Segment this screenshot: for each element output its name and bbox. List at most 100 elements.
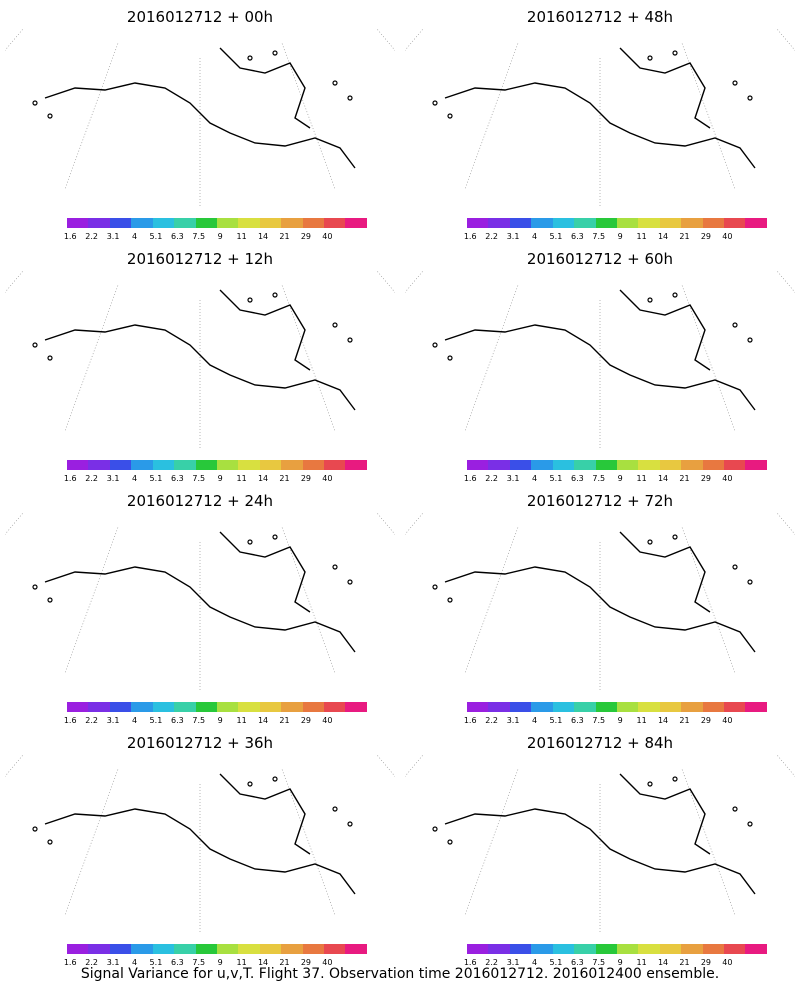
variance-contour <box>498 99 551 127</box>
variance-contour <box>191 287 319 372</box>
coastline <box>444 566 756 653</box>
colorbar-swatch <box>345 944 367 954</box>
colorbar-tick-label: 3.1 <box>106 958 120 967</box>
colorbar-swatch <box>281 944 303 954</box>
variance-contour <box>97 97 153 129</box>
island <box>732 322 738 328</box>
colorbar-tick-label: 29 <box>700 958 712 967</box>
variance-contour <box>117 593 133 602</box>
colorbar-swatch <box>638 944 660 954</box>
variance-contour <box>62 805 189 872</box>
island <box>432 342 438 348</box>
longitude-line <box>681 769 736 916</box>
variance-contour <box>454 76 597 150</box>
variance-contour <box>516 108 534 117</box>
colorbar-tick-label: 9 <box>617 232 623 241</box>
longitude-line <box>775 754 795 777</box>
variance-contour <box>75 305 315 425</box>
colorbar-tick-label: 3.1 <box>106 232 120 241</box>
coastline <box>444 324 756 411</box>
colorbar-swatch <box>88 460 110 470</box>
variance-contour <box>510 807 690 892</box>
colorbar-tick-label: 3.1 <box>506 716 520 725</box>
colorbar-swatch <box>702 218 725 228</box>
variance-contour <box>85 818 164 860</box>
colorbar-tick-label: 2.2 <box>85 474 99 483</box>
longitude-line <box>64 769 119 916</box>
colorbar-swatch <box>724 460 746 470</box>
variance-contour <box>644 802 666 816</box>
map-panel-24h: 2016012712 + 24h 1.6 2.2 3.1 4 5.1 6.3 7.5 9 11 1… <box>5 484 395 729</box>
coastline <box>619 773 711 855</box>
colorbar-tick-label: 21 <box>279 232 290 241</box>
variance-contour <box>429 548 620 647</box>
colorbar-swatch <box>702 702 725 712</box>
variance-contour <box>577 37 733 136</box>
colorbar-swatch <box>659 460 682 470</box>
variance-contour <box>433 307 618 403</box>
colorbar-tick-label: 1.6 <box>463 474 477 483</box>
colorbar-tick-label: 40 <box>322 716 333 725</box>
colorbar-swatch <box>88 702 110 712</box>
island <box>347 337 353 343</box>
longitude-line <box>375 512 395 535</box>
variance-contour <box>247 78 262 89</box>
colorbar-swatch <box>88 944 110 954</box>
colorbar-tick-label: 11 <box>636 232 647 241</box>
variance-contour <box>103 343 147 367</box>
longitude-line <box>464 285 519 432</box>
variance-field <box>421 512 769 690</box>
colorbar <box>67 218 367 228</box>
variance-contour <box>66 786 325 912</box>
variance-contour <box>450 53 742 193</box>
longitude-line <box>375 270 395 293</box>
variance-contour <box>571 108 636 139</box>
coastline <box>444 808 756 895</box>
colorbar-tick-label: 14 <box>257 716 269 725</box>
colorbar-tick-label: 11 <box>236 958 247 967</box>
colorbar-tick-label: 14 <box>657 474 669 483</box>
colorbar-swatch <box>109 944 132 954</box>
variance-contour <box>202 535 308 604</box>
map-plot <box>405 512 795 692</box>
variance-contour <box>96 339 155 371</box>
variance-contour <box>574 278 735 380</box>
coastline <box>44 566 356 653</box>
variance-contour <box>515 834 535 844</box>
island <box>732 564 738 570</box>
variance-contour <box>229 793 281 827</box>
colorbar-swatch <box>552 460 575 470</box>
colorbar-tick-label: 40 <box>722 232 733 241</box>
variance-contour <box>83 89 167 136</box>
variance-contour <box>158 585 246 628</box>
colorbar-swatch <box>659 218 682 228</box>
variance-contour <box>567 832 639 866</box>
colorbar-swatch <box>345 702 367 712</box>
colorbar-tick-label: 2.2 <box>85 232 99 241</box>
island <box>672 292 678 298</box>
variance-contour <box>126 571 273 643</box>
colorbar-swatch <box>174 218 196 228</box>
variance-contour <box>445 71 605 155</box>
panel-title: 2016012712 + 48h <box>526 8 674 26</box>
colorbar-tick-label: 11 <box>236 716 247 725</box>
variance-contour <box>426 788 624 890</box>
variance-contour <box>421 525 769 690</box>
variance-contour <box>498 317 700 413</box>
colorbar-tick-label: 5.1 <box>149 474 163 483</box>
colorbar-swatch <box>195 460 217 470</box>
map-panel-00h: 2016012712 + 00h 1.6 2.2 3.1 4 5.1 6.3 7.5 9 11 1… <box>5 0 395 245</box>
variance-contour <box>191 358 218 371</box>
colorbar-tick-label: 4 <box>131 716 138 725</box>
colorbar-tick-label: 14 <box>257 232 269 241</box>
coastline <box>619 531 711 613</box>
colorbar-tick-label: 2.2 <box>485 958 499 967</box>
variance-contour <box>645 76 664 88</box>
variance-contour <box>634 554 676 580</box>
colorbar-tick-label: 1.6 <box>63 474 77 483</box>
island <box>347 821 353 827</box>
colorbar-swatch <box>216 944 239 954</box>
island <box>732 806 738 812</box>
colorbar-swatch <box>281 218 303 228</box>
variance-contour <box>536 92 666 154</box>
